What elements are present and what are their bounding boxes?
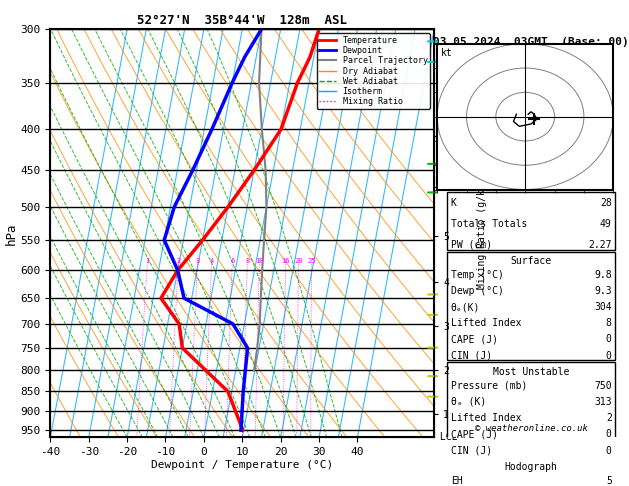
Text: Surface: Surface (511, 256, 552, 266)
Text: 8: 8 (245, 259, 250, 264)
FancyBboxPatch shape (447, 362, 615, 455)
Text: 8: 8 (606, 318, 612, 329)
Y-axis label: Mixing Ratio (g/kg): Mixing Ratio (g/kg) (477, 177, 487, 289)
Text: θₑ(K): θₑ(K) (451, 302, 480, 312)
Text: K: K (451, 198, 457, 208)
Text: 49: 49 (600, 219, 612, 229)
Text: θₑ (K): θₑ (K) (451, 397, 486, 407)
Y-axis label: hPa: hPa (4, 222, 18, 244)
Text: 304: 304 (594, 302, 612, 312)
Text: 16: 16 (281, 259, 290, 264)
Text: © weatheronline.co.uk: © weatheronline.co.uk (475, 424, 587, 434)
Legend: Temperature, Dewpoint, Parcel Trajectory, Dry Adiabat, Wet Adiabat, Isotherm, Mi: Temperature, Dewpoint, Parcel Trajectory… (317, 34, 430, 109)
Text: 0: 0 (606, 334, 612, 345)
X-axis label: Dewpoint / Temperature (°C): Dewpoint / Temperature (°C) (151, 460, 333, 470)
Text: CAPE (J): CAPE (J) (451, 430, 498, 439)
Text: 4: 4 (209, 259, 214, 264)
Text: 25: 25 (308, 259, 316, 264)
Text: CAPE (J): CAPE (J) (451, 334, 498, 345)
Text: CIN (J): CIN (J) (451, 446, 492, 456)
Text: 3: 3 (195, 259, 199, 264)
Text: LCL: LCL (434, 433, 458, 442)
Text: Hodograph: Hodograph (505, 462, 558, 472)
Text: EH: EH (451, 476, 462, 486)
Text: 0: 0 (606, 430, 612, 439)
Text: Lifted Index: Lifted Index (451, 318, 521, 329)
FancyBboxPatch shape (447, 252, 615, 360)
Text: 0: 0 (606, 350, 612, 361)
Text: Temp (°C): Temp (°C) (451, 270, 504, 280)
Text: 03.05.2024  03GMT  (Base: 00): 03.05.2024 03GMT (Base: 00) (433, 37, 629, 47)
Title: 52°27'N  35B°44'W  128m  ASL: 52°27'N 35B°44'W 128m ASL (137, 14, 347, 27)
Text: 10: 10 (255, 259, 264, 264)
Text: kt: kt (441, 48, 452, 58)
FancyBboxPatch shape (447, 457, 615, 486)
Text: Dewp (°C): Dewp (°C) (451, 286, 504, 296)
Text: 20: 20 (294, 259, 303, 264)
Text: Lifted Index: Lifted Index (451, 413, 521, 423)
Text: CIN (J): CIN (J) (451, 350, 492, 361)
Text: 6: 6 (230, 259, 234, 264)
Text: PW (cm): PW (cm) (451, 240, 492, 250)
Text: 9.3: 9.3 (594, 286, 612, 296)
FancyBboxPatch shape (447, 192, 615, 250)
Text: Totals Totals: Totals Totals (451, 219, 527, 229)
Text: 1: 1 (145, 259, 149, 264)
Text: 5: 5 (606, 476, 612, 486)
Text: 2.27: 2.27 (588, 240, 612, 250)
Text: 2: 2 (606, 413, 612, 423)
Text: 750: 750 (594, 381, 612, 391)
Text: 28: 28 (600, 198, 612, 208)
Text: Pressure (mb): Pressure (mb) (451, 381, 527, 391)
Text: 9.8: 9.8 (594, 270, 612, 280)
Text: Most Unstable: Most Unstable (493, 366, 569, 377)
Text: 313: 313 (594, 397, 612, 407)
Text: 2: 2 (176, 259, 181, 264)
Text: 0: 0 (606, 446, 612, 456)
